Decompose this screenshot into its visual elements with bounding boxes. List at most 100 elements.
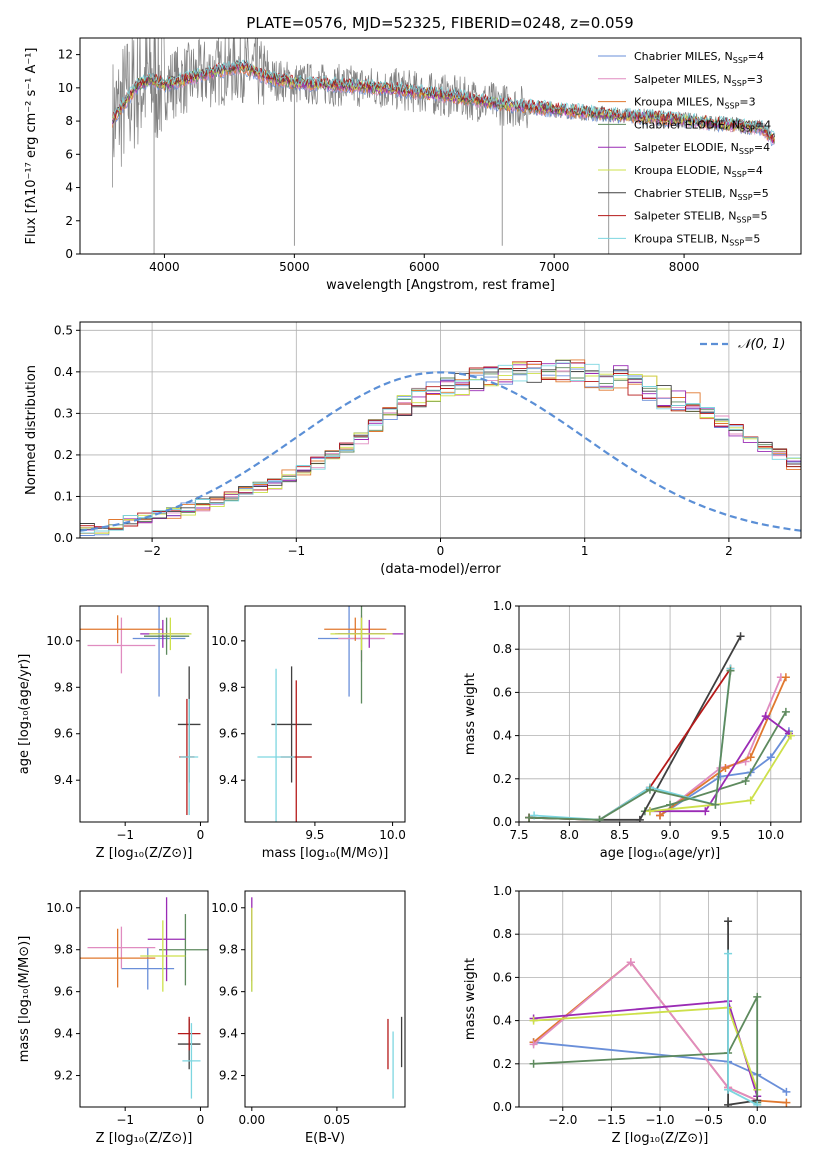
x-axis-label: Z [log₁₀(Z/Z⊙)]	[612, 1131, 709, 1146]
mass-weight-vs-metallicity-panel: −2.0 −1.5 −1.0 −0.5 0.0 0.0 0.2 0.4 0.6 0.8 1.0 Z […	[463, 884, 802, 1146]
x-axis-label: (data-model)/error	[380, 562, 501, 577]
x-axis-label: Z [log₁₀(Z/Z⊙)]	[96, 846, 193, 861]
y-tick-label: 9.2	[54, 1069, 73, 1083]
x-tick-label: 0.0	[748, 1113, 767, 1127]
data-point	[753, 992, 762, 1001]
residual-histogram-panel: −2 −1 0 1 2 0.0 0.1 0.2 0.3 0.4 0.5 (data-model)/er…	[24, 321, 802, 577]
spectrum-panel: 4000 5000 6000 7000 8000 0 2 4 6 8 10 12 wavelength …	[24, 14, 802, 293]
y-tick-label: 9.6	[219, 985, 238, 999]
y-axis-label: Normed distribution	[24, 365, 39, 495]
x-tick-label: −2	[143, 544, 161, 558]
y-tick-label: 0.0	[54, 531, 73, 545]
y-tick-label: 0.4	[54, 365, 73, 379]
y-tick-label: 0.2	[54, 448, 73, 462]
x-axis-label: wavelength [Angstrom, rest frame]	[326, 278, 555, 293]
x-tick-label: −1	[116, 1113, 134, 1127]
residual-histogram	[80, 367, 801, 530]
x-tick-label: 0.05	[324, 1113, 351, 1127]
y-tick-label: 6	[65, 147, 73, 161]
y-tick-label: 0.2	[493, 772, 512, 786]
x-tick-label: 0	[197, 1113, 205, 1127]
x-tick-label: 0	[437, 544, 445, 558]
residual-histogram	[80, 361, 801, 530]
mass-weight-line	[533, 1041, 787, 1093]
x-tick-label: 1	[581, 544, 589, 558]
axes-frame	[244, 890, 406, 1108]
y-tick-label: 0.4	[493, 729, 512, 743]
y-tick-label: 9.4	[219, 773, 238, 787]
residual-histogram	[80, 361, 801, 536]
data-point	[736, 632, 745, 641]
y-tick-label: 2	[65, 214, 73, 228]
y-axis-label: mass weight	[463, 673, 478, 755]
y-tick-label: 0.8	[493, 927, 512, 941]
x-tick-label: 10.0	[379, 828, 406, 842]
data-point	[726, 666, 735, 675]
data-point	[761, 712, 770, 721]
y-tick-label: 0.0	[493, 1100, 512, 1114]
data-point	[529, 1016, 538, 1025]
x-axis-label: mass [log₁₀(M/M⊙)]	[262, 846, 389, 861]
data-point	[746, 796, 755, 805]
plot-area	[80, 897, 208, 1099]
data-point	[741, 776, 750, 785]
y-tick-label: 0.2	[493, 1057, 512, 1071]
data-point	[666, 800, 675, 809]
plot-area	[80, 606, 201, 816]
y-tick-label: 12	[58, 48, 73, 62]
axes-frame	[79, 37, 802, 255]
data-point	[724, 1085, 733, 1094]
y-axis-label: mass weight	[463, 958, 478, 1040]
y-tick-label: 0.4	[493, 1014, 512, 1028]
model-spectrum	[112, 65, 775, 145]
data-point	[724, 917, 733, 926]
y-tick-label: 4	[65, 181, 73, 195]
y-tick-label: 10.0	[46, 901, 73, 915]
y-tick-label: 0.6	[493, 685, 512, 699]
y-tick-label: 10.0	[211, 634, 238, 648]
x-tick-label: −2.0	[548, 1113, 577, 1127]
x-tick-label: 9.5	[711, 828, 730, 842]
axes-frame	[518, 605, 802, 823]
x-tick-label: −1.5	[597, 1113, 626, 1127]
data-point	[529, 1040, 538, 1049]
x-axis-label: age [log₁₀(age/yr)]	[600, 846, 721, 861]
data-point	[635, 815, 644, 822]
data-point	[724, 1100, 733, 1107]
legend-entry: Salpeter ELODIE, NSSP=4	[634, 141, 770, 156]
data-spectrum	[112, 38, 776, 188]
y-tick-label: 10.0	[46, 634, 73, 648]
x-tick-label: 2	[725, 544, 733, 558]
y-tick-label: 0	[65, 247, 73, 261]
x-tick-label: 7000	[539, 260, 570, 274]
axes-frame	[79, 605, 209, 823]
x-tick-label: 4000	[149, 260, 180, 274]
data-point	[782, 1087, 791, 1096]
plot-area	[525, 632, 795, 822]
legend-entry: 𝒩(0, 1)	[738, 337, 785, 352]
mass-weight-line	[644, 711, 787, 813]
data-point	[529, 1059, 538, 1068]
x-tick-label: −1.0	[645, 1113, 674, 1127]
data-point	[786, 731, 795, 740]
residual-histogram	[80, 362, 801, 534]
y-tick-label: 8	[65, 114, 73, 128]
legend-entry: Kroupa MILES, NSSP=3	[634, 96, 756, 111]
data-point	[595, 815, 604, 822]
data-point	[721, 764, 730, 772]
x-tick-label: 8.0	[560, 828, 579, 842]
y-tick-label: 9.8	[54, 680, 73, 694]
y-tick-label: 9.8	[54, 943, 73, 957]
y-tick-label: 9.2	[219, 1069, 238, 1083]
mass-weight-line	[529, 668, 732, 821]
mass-weight-line	[529, 670, 732, 821]
y-tick-label: 1.0	[493, 599, 512, 613]
mass-weight-line	[534, 668, 732, 821]
x-tick-label: 8.5	[610, 828, 629, 842]
x-tick-label: 0.00	[238, 1113, 265, 1127]
model-spectrum	[112, 59, 775, 138]
plot-area	[257, 606, 404, 822]
mass-weight-line	[533, 1006, 759, 1091]
mass-vs-ebv-panel: 0.00 0.05 9.2 9.4 9.6 9.8 10.0 E(B-V)	[211, 890, 406, 1146]
